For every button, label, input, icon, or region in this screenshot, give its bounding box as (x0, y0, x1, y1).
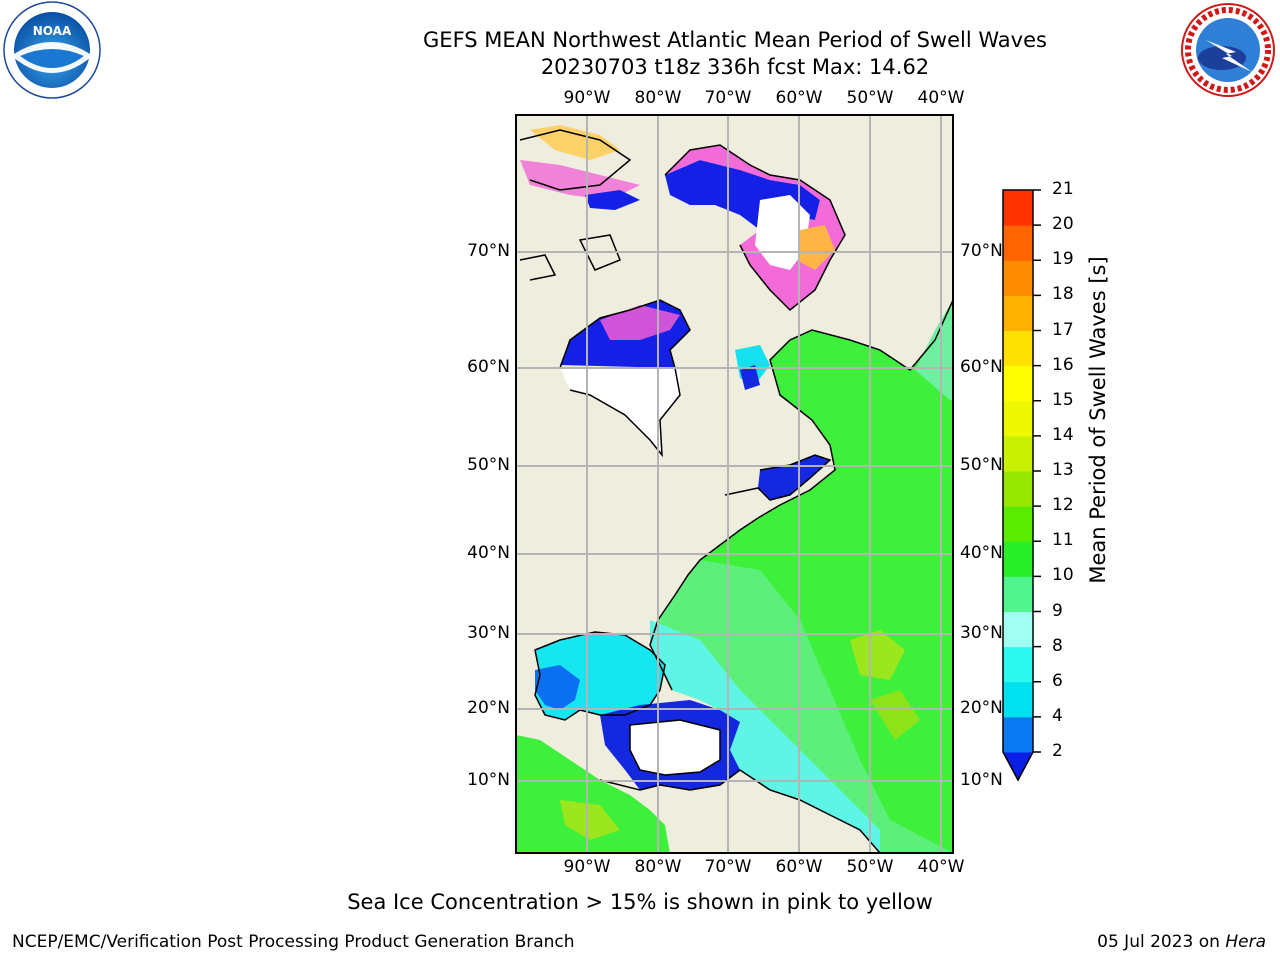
lon-label-bottom: 70°W (704, 857, 752, 877)
colorbar-tick-label: 12 (1052, 495, 1074, 516)
lon-label-bottom: 60°W (775, 857, 823, 877)
colorbar-tick-label: 16 (1052, 354, 1074, 375)
lon-label-bottom: 40°W (917, 857, 965, 877)
footer-machine: Hera (1225, 932, 1266, 952)
lat-label-right: 70°N (960, 241, 1003, 261)
colorbar-segment (1003, 330, 1033, 367)
colorbar-segment (1003, 471, 1033, 507)
lon-label-top: 40°W (917, 88, 965, 108)
caption: Sea Ice Concentration > 15% is shown in … (347, 890, 933, 914)
colorbar-tick-label: 17 (1052, 319, 1074, 340)
colorbar-tick-label: 11 (1052, 530, 1074, 551)
baffin-bay-orange (800, 225, 835, 270)
lat-label-left: 10°N (467, 770, 510, 790)
colorbar-segment (1003, 260, 1033, 296)
colorbar-tick-label: 15 (1052, 389, 1074, 410)
map-frame (515, 114, 954, 854)
lat-label-right: 30°N (960, 623, 1003, 643)
colorbar-segment (1003, 611, 1033, 648)
lat-label-left: 40°N (467, 543, 510, 563)
south-america (600, 770, 880, 853)
map-area (516, 115, 953, 853)
lat-label-right: 50°N (960, 455, 1003, 475)
gulf-dark-blue (535, 665, 580, 710)
colorbar-segment (1003, 646, 1033, 683)
lat-label-right: 60°N (960, 357, 1003, 377)
atlantic-cyan-band (650, 620, 880, 853)
lon-label-top: 60°W (775, 88, 823, 108)
nws-logo (1181, 3, 1275, 97)
colorbar-tick-label: 10 (1052, 565, 1074, 586)
colorbar-segment (1003, 576, 1033, 612)
colorbar-tick-label: 19 (1052, 249, 1074, 270)
lon-label-top: 50°W (846, 88, 894, 108)
colorbar-tick-label: 20 (1052, 214, 1074, 235)
atlantic-ocean (650, 300, 953, 853)
coastlines (519, 129, 953, 853)
lon-label-top: 70°W (704, 88, 752, 108)
colorbar-segment (1003, 400, 1033, 437)
noaa-logo: NOAA (3, 1, 101, 99)
lon-label-bottom: 90°W (563, 857, 611, 877)
footer-date-text: 05 Jul 2023 on (1097, 932, 1226, 952)
lat-label-left: 50°N (467, 455, 510, 475)
colorbar-tick-label: 21 (1052, 179, 1074, 199)
colorbar-segment (1003, 295, 1033, 331)
colorbar-tick-label: 4 (1052, 705, 1063, 726)
lat-label-left: 70°N (467, 241, 510, 261)
chart-title: GEFS MEAN Northwest Atlantic Mean Period… (423, 28, 1047, 52)
colorbar-segment (1003, 225, 1033, 261)
colorbar-segment (1003, 716, 1033, 753)
colorbar-tick-label: 14 (1052, 424, 1074, 445)
hudson-ice-pink (600, 305, 680, 340)
caribbean-ice-mask (630, 720, 720, 775)
yellow-patch-2 (870, 690, 920, 740)
lat-label-right: 10°N (960, 770, 1003, 790)
noaa-logo-text: NOAA (33, 24, 72, 38)
footer-date: 05 Jul 2023 on Hera (1097, 932, 1266, 952)
lon-label-bottom: 80°W (634, 857, 682, 877)
colorbar (1002, 189, 1041, 782)
colorbar-segment (1003, 506, 1033, 542)
yellow-patch (850, 630, 905, 680)
lon-label-top: 80°W (634, 88, 682, 108)
colorbar-segment (1003, 541, 1033, 577)
colorbar-segment (1003, 435, 1033, 472)
colorbar-tick-label: 8 (1052, 635, 1063, 656)
lat-label-right: 20°N (960, 698, 1003, 718)
arctic-blue-bits (585, 190, 640, 210)
colorbar-tick-label: 9 (1052, 600, 1063, 621)
colorbar-title: Mean Period of Swell Waves [s] (1086, 256, 1110, 584)
lon-label-bottom: 50°W (846, 857, 894, 877)
lat-label-left: 30°N (467, 623, 510, 643)
graticule (516, 115, 953, 853)
lat-label-right: 40°N (960, 543, 1003, 563)
arctic-yellow-bits (530, 125, 620, 160)
colorbar-tick-label: 2 (1052, 741, 1063, 761)
colorbar-extend-arrow (1002, 751, 1034, 782)
greenland-coast-water (915, 300, 953, 400)
labrador-blue (740, 365, 760, 390)
lat-label-left: 60°N (467, 357, 510, 377)
chart-subtitle: 20230703 t18z 336h fcst Max: 14.62 (540, 55, 930, 79)
footer-credit: NCEP/EMC/Verification Post Processing Pr… (12, 932, 575, 952)
colorbar-tick-label: 13 (1052, 460, 1074, 480)
pacific-ocean (516, 735, 670, 853)
lat-label-left: 20°N (467, 698, 510, 718)
colorbar-segment (1003, 365, 1033, 402)
colorbar-tick-label: 6 (1052, 670, 1063, 691)
colorbar-tick-label: 18 (1052, 284, 1074, 305)
arctic-pink-bits (520, 160, 640, 200)
colorbar-segment (1003, 681, 1033, 718)
colorbar-segment (1003, 190, 1033, 226)
lon-label-top: 90°W (563, 88, 611, 108)
pacific-yellow (560, 800, 620, 840)
